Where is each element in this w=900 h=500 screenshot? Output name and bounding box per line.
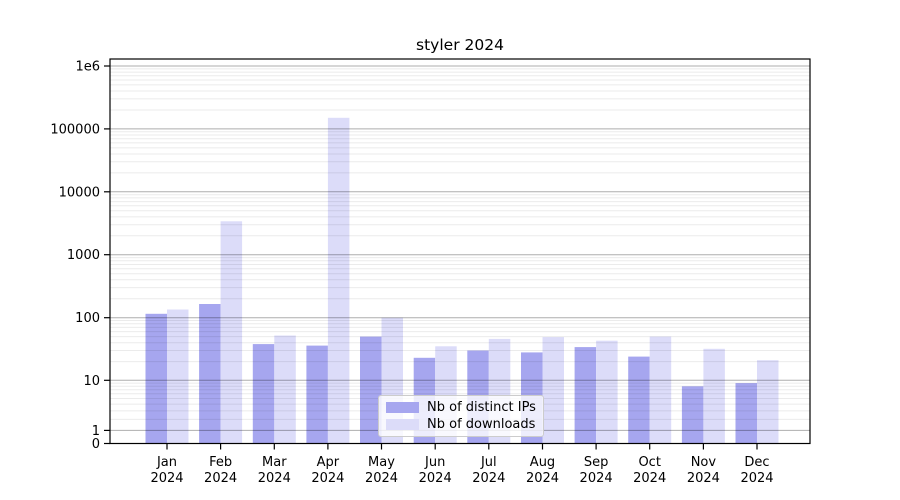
x-tick-label-month: Jul: [480, 455, 497, 470]
y-tick-label: 1: [92, 424, 100, 439]
x-tick-label-month: Jun: [424, 455, 445, 470]
y-tick-label: 1000: [67, 248, 100, 263]
bar-nb-of-distinct-ips-sep: [574, 347, 597, 444]
bar-nb-of-downloads-oct: [649, 336, 672, 444]
x-tick-label-month: May: [368, 455, 395, 470]
bar-nb-of-distinct-ips-jan: [145, 313, 167, 444]
bar-nb-of-distinct-ips-feb: [199, 304, 221, 444]
bar-nb-of-downloads-dec: [757, 360, 779, 444]
legend-item-downloads: Nb of downloads: [386, 417, 536, 432]
legend: Nb of distinct IPs Nb of downloads: [378, 395, 544, 437]
bar-nb-of-distinct-ips-nov: [681, 386, 704, 444]
y-tick-label: 100000: [50, 122, 100, 137]
gridlines-minor: [110, 68, 810, 420]
x-tick-label-year: 2024: [258, 471, 291, 486]
x-tick-label-month: Sep: [584, 455, 609, 470]
x-tick-label-month: Oct: [638, 455, 660, 470]
x-tick-label-year: 2024: [365, 471, 398, 486]
plot-border: [109, 58, 811, 445]
bar-nb-of-downloads-jan: [167, 309, 189, 444]
x-tick-label-month: Nov: [691, 455, 717, 470]
y-axis: 1e6 100000 10000 1000 100 10 10: [50, 60, 110, 452]
legend-item-distinct-ips: Nb of distinct IPs: [386, 400, 536, 415]
x-tick-label-month: Jan: [156, 455, 177, 470]
x-tick-label-year: 2024: [633, 471, 666, 486]
x-tick-label-year: 2024: [687, 471, 720, 486]
legend-swatch-downloads: [386, 419, 419, 430]
x-tick-label-year: 2024: [580, 471, 613, 486]
bar-nb-of-distinct-ips-mar: [252, 344, 275, 444]
legend-swatch-distinct-ips: [386, 402, 419, 413]
bar-nb-of-downloads-mar: [274, 335, 296, 444]
x-tick-label-year: 2024: [740, 471, 773, 486]
y-tick-label: 100: [75, 311, 100, 326]
y-tick-label: 10000: [59, 185, 100, 200]
bar-nb-of-distinct-ips-apr: [306, 345, 328, 444]
x-tick-label-month: Mar: [262, 455, 287, 470]
x-tick-label-year: 2024: [150, 471, 183, 486]
bar-nb-of-downloads-aug: [542, 337, 564, 444]
x-tick-label-year: 2024: [311, 471, 344, 486]
bar-nb-of-downloads-apr: [327, 117, 350, 444]
bar-nb-of-distinct-ips-may: [360, 336, 382, 444]
x-tick-label-month: Apr: [317, 455, 340, 470]
y-tick-label: 0: [92, 437, 100, 452]
x-tick-label-year: 2024: [526, 471, 559, 486]
x-tick-label-month: Aug: [530, 455, 555, 470]
bars-nb-of-downloads: [167, 117, 779, 444]
chart-title: styler 2024: [416, 36, 504, 54]
x-tick-label-year: 2024: [472, 471, 505, 486]
y-tick-label: 1e6: [75, 60, 100, 75]
bar-nb-of-downloads-sep: [596, 340, 618, 444]
bar-nb-of-distinct-ips-oct: [628, 356, 650, 444]
x-tick-label-year: 2024: [419, 471, 452, 486]
x-tick-label-month: Feb: [209, 455, 232, 470]
x-tick-label-month: Dec: [744, 455, 769, 470]
bar-nb-of-downloads-feb: [220, 221, 243, 444]
bar-nb-of-downloads-nov: [703, 348, 725, 444]
x-tick-label-year: 2024: [204, 471, 237, 486]
y-tick-label: 10: [83, 374, 100, 389]
x-axis: Jan2024Feb2024Mar2024Apr2024May2024Jun20…: [150, 443, 774, 486]
legend-label-downloads: Nb of downloads: [427, 417, 536, 432]
legend-label-distinct-ips: Nb of distinct IPs: [427, 400, 536, 415]
bar-nb-of-distinct-ips-dec: [735, 383, 757, 444]
